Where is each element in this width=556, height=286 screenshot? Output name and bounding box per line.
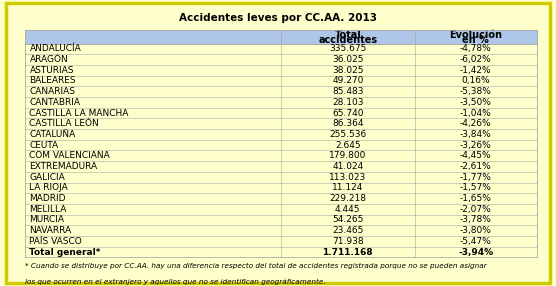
Text: 23.465: 23.465 bbox=[332, 226, 364, 235]
Text: 1.711.168: 1.711.168 bbox=[322, 248, 373, 257]
Text: -4,78%: -4,78% bbox=[460, 44, 492, 53]
Text: CASTILLA LEÓN: CASTILLA LEÓN bbox=[29, 119, 99, 128]
Text: EXTREMADURA: EXTREMADURA bbox=[29, 162, 98, 171]
Text: -1,65%: -1,65% bbox=[460, 194, 492, 203]
Text: -3,80%: -3,80% bbox=[460, 226, 492, 235]
Text: ARAGÓN: ARAGÓN bbox=[29, 55, 68, 64]
Bar bbox=[25, 86, 537, 97]
Bar bbox=[25, 172, 537, 182]
Text: ANDALUCÍA: ANDALUCÍA bbox=[29, 44, 81, 53]
Text: 86.364: 86.364 bbox=[332, 119, 364, 128]
Text: en %: en % bbox=[462, 35, 489, 45]
Text: MURCIA: MURCIA bbox=[29, 215, 64, 225]
Text: 11.124: 11.124 bbox=[332, 183, 364, 192]
Text: -1,42%: -1,42% bbox=[460, 66, 492, 75]
Bar bbox=[25, 76, 537, 86]
Bar bbox=[25, 225, 537, 236]
Bar bbox=[25, 30, 537, 43]
Text: COM VALENCIANA: COM VALENCIANA bbox=[29, 151, 110, 160]
Text: -3,50%: -3,50% bbox=[460, 98, 492, 107]
Text: BALEARES: BALEARES bbox=[29, 76, 76, 86]
Bar bbox=[25, 161, 537, 172]
Bar bbox=[25, 247, 537, 257]
Text: 65.740: 65.740 bbox=[332, 109, 364, 118]
Text: accidentes: accidentes bbox=[318, 35, 378, 45]
Text: 41.024: 41.024 bbox=[332, 162, 364, 171]
Text: Accidentes leves por CC.AA. 2013: Accidentes leves por CC.AA. 2013 bbox=[179, 13, 377, 23]
Text: ASTURIAS: ASTURIAS bbox=[29, 66, 74, 75]
Text: -6,02%: -6,02% bbox=[460, 55, 492, 64]
Text: 0,16%: 0,16% bbox=[461, 76, 490, 86]
Text: Total general*: Total general* bbox=[29, 248, 101, 257]
Text: -5,38%: -5,38% bbox=[460, 87, 492, 96]
Bar bbox=[25, 97, 537, 108]
Bar bbox=[25, 182, 537, 193]
Bar bbox=[25, 236, 537, 247]
Bar bbox=[25, 204, 537, 214]
Bar bbox=[25, 118, 537, 129]
Text: -3,26%: -3,26% bbox=[460, 141, 492, 150]
Text: 54.265: 54.265 bbox=[332, 215, 364, 225]
Text: 255.536: 255.536 bbox=[329, 130, 366, 139]
Bar bbox=[25, 43, 537, 54]
Text: 49.270: 49.270 bbox=[332, 76, 364, 86]
Text: LA RIOJA: LA RIOJA bbox=[29, 183, 68, 192]
Text: Total: Total bbox=[334, 30, 361, 40]
Text: 2.645: 2.645 bbox=[335, 141, 361, 150]
Text: -3,94%: -3,94% bbox=[458, 248, 493, 257]
Text: CANTABRIA: CANTABRIA bbox=[29, 98, 81, 107]
Text: CASTILLA LA MANCHA: CASTILLA LA MANCHA bbox=[29, 109, 129, 118]
Bar bbox=[25, 65, 537, 76]
Text: CATALUÑA: CATALUÑA bbox=[29, 130, 76, 139]
Text: 71.938: 71.938 bbox=[332, 237, 364, 246]
Text: 335.675: 335.675 bbox=[329, 44, 366, 53]
Text: -5,47%: -5,47% bbox=[460, 237, 492, 246]
Text: NAVARRA: NAVARRA bbox=[29, 226, 72, 235]
Text: los que ocurren en el extranjero y aquellos que no se identifican geográficament: los que ocurren en el extranjero y aquel… bbox=[25, 278, 326, 285]
Text: 113.023: 113.023 bbox=[329, 173, 366, 182]
Text: 179.800: 179.800 bbox=[329, 151, 366, 160]
Text: -1,57%: -1,57% bbox=[460, 183, 492, 192]
Text: 4.445: 4.445 bbox=[335, 205, 360, 214]
Text: CEUTA: CEUTA bbox=[29, 141, 58, 150]
Text: 85.483: 85.483 bbox=[332, 87, 364, 96]
Text: CANARIAS: CANARIAS bbox=[29, 87, 76, 96]
Text: -1,04%: -1,04% bbox=[460, 109, 492, 118]
Text: -3,78%: -3,78% bbox=[460, 215, 492, 225]
Bar bbox=[25, 54, 537, 65]
Text: PAÍS VASCO: PAÍS VASCO bbox=[29, 237, 82, 246]
Text: * Cuando se distribuye por CC.AA. hay una diferencia respecto del total de accid: * Cuando se distribuye por CC.AA. hay un… bbox=[25, 263, 486, 269]
Bar bbox=[25, 129, 537, 140]
Bar bbox=[25, 214, 537, 225]
Text: MELILLA: MELILLA bbox=[29, 205, 67, 214]
Text: Evolución: Evolución bbox=[449, 30, 502, 40]
Text: GALICIA: GALICIA bbox=[29, 173, 65, 182]
Text: 28.103: 28.103 bbox=[332, 98, 364, 107]
Text: -4,45%: -4,45% bbox=[460, 151, 492, 160]
Text: -1,77%: -1,77% bbox=[460, 173, 492, 182]
Text: -2,61%: -2,61% bbox=[460, 162, 492, 171]
Text: 36.025: 36.025 bbox=[332, 55, 364, 64]
Bar bbox=[25, 108, 537, 118]
Bar bbox=[25, 150, 537, 161]
Text: -3,84%: -3,84% bbox=[460, 130, 492, 139]
Text: -2,07%: -2,07% bbox=[460, 205, 492, 214]
Bar bbox=[25, 193, 537, 204]
Text: -4,26%: -4,26% bbox=[460, 119, 492, 128]
Text: 229.218: 229.218 bbox=[329, 194, 366, 203]
Text: 38.025: 38.025 bbox=[332, 66, 364, 75]
Text: MADRID: MADRID bbox=[29, 194, 66, 203]
Bar bbox=[25, 140, 537, 150]
